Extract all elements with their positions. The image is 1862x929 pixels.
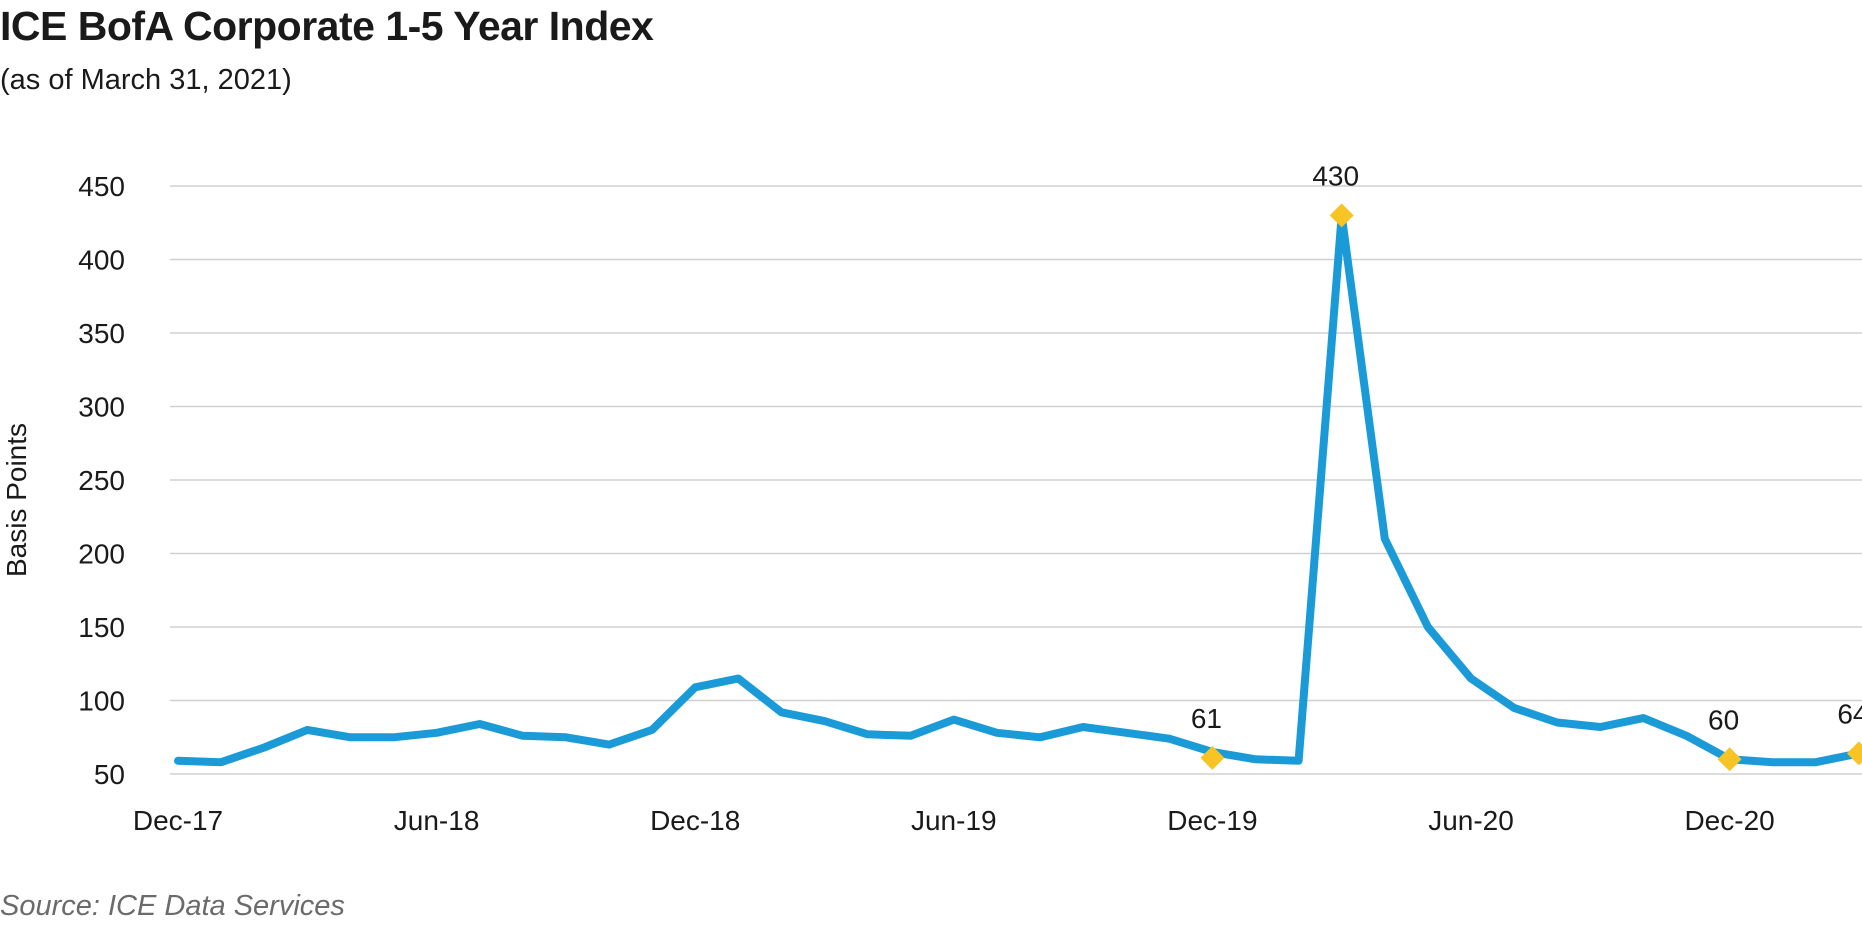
x-tick-Dec-17: Dec-17 — [133, 805, 223, 836]
marker-61 — [1200, 745, 1225, 770]
x-tick-Jun-20: Jun-20 — [1428, 805, 1514, 836]
y-tick-250: 250 — [78, 465, 125, 496]
annotation-labels: 61 430 60 64 — [1191, 160, 1862, 735]
y-tick-450: 450 — [78, 171, 125, 202]
marker-60 — [1717, 747, 1742, 772]
y-axis-title: Basis Points — [1, 423, 32, 577]
y-tick-400: 400 — [78, 245, 125, 276]
x-tick-Jun-19: Jun-19 — [911, 805, 997, 836]
y-tick-300: 300 — [78, 392, 125, 423]
x-tick-labels: Dec-17 Jun-18 Dec-18 Jun-19 Dec-19 Jun-20 Dec-… — [133, 805, 1775, 836]
marker-430 — [1329, 203, 1354, 228]
chart-title: ICE BofA Corporate 1-5 Year Index — [0, 3, 654, 49]
series-lines — [174, 211, 1862, 767]
data-label-60: 60 — [1708, 704, 1739, 735]
data-label-61: 61 — [1191, 703, 1222, 734]
y-tick-100: 100 — [78, 686, 125, 717]
x-tick-Dec-20: Dec-20 — [1684, 805, 1774, 836]
marker-64 — [1846, 741, 1862, 766]
annotation-markers — [1200, 203, 1862, 772]
x-tick-Jun-18: Jun-18 — [394, 805, 480, 836]
y-tick-labels: 50 100 150 200 250 300 350 400 450 — [78, 171, 125, 790]
data-label-64: 64 — [1837, 698, 1862, 729]
y-tick-150: 150 — [78, 612, 125, 643]
chart-subtitle: (as of March 31, 2021) — [0, 64, 292, 96]
y-tick-350: 350 — [78, 318, 125, 349]
x-tick-Dec-18: Dec-18 — [650, 805, 740, 836]
data-label-430: 430 — [1312, 160, 1359, 191]
gridlines — [170, 185, 1862, 775]
x-tick-Dec-19: Dec-19 — [1167, 805, 1257, 836]
series-line-0 — [174, 211, 1862, 767]
source-note: Source: ICE Data Services — [0, 890, 345, 922]
y-tick-200: 200 — [78, 539, 125, 570]
y-tick-50: 50 — [94, 759, 125, 790]
